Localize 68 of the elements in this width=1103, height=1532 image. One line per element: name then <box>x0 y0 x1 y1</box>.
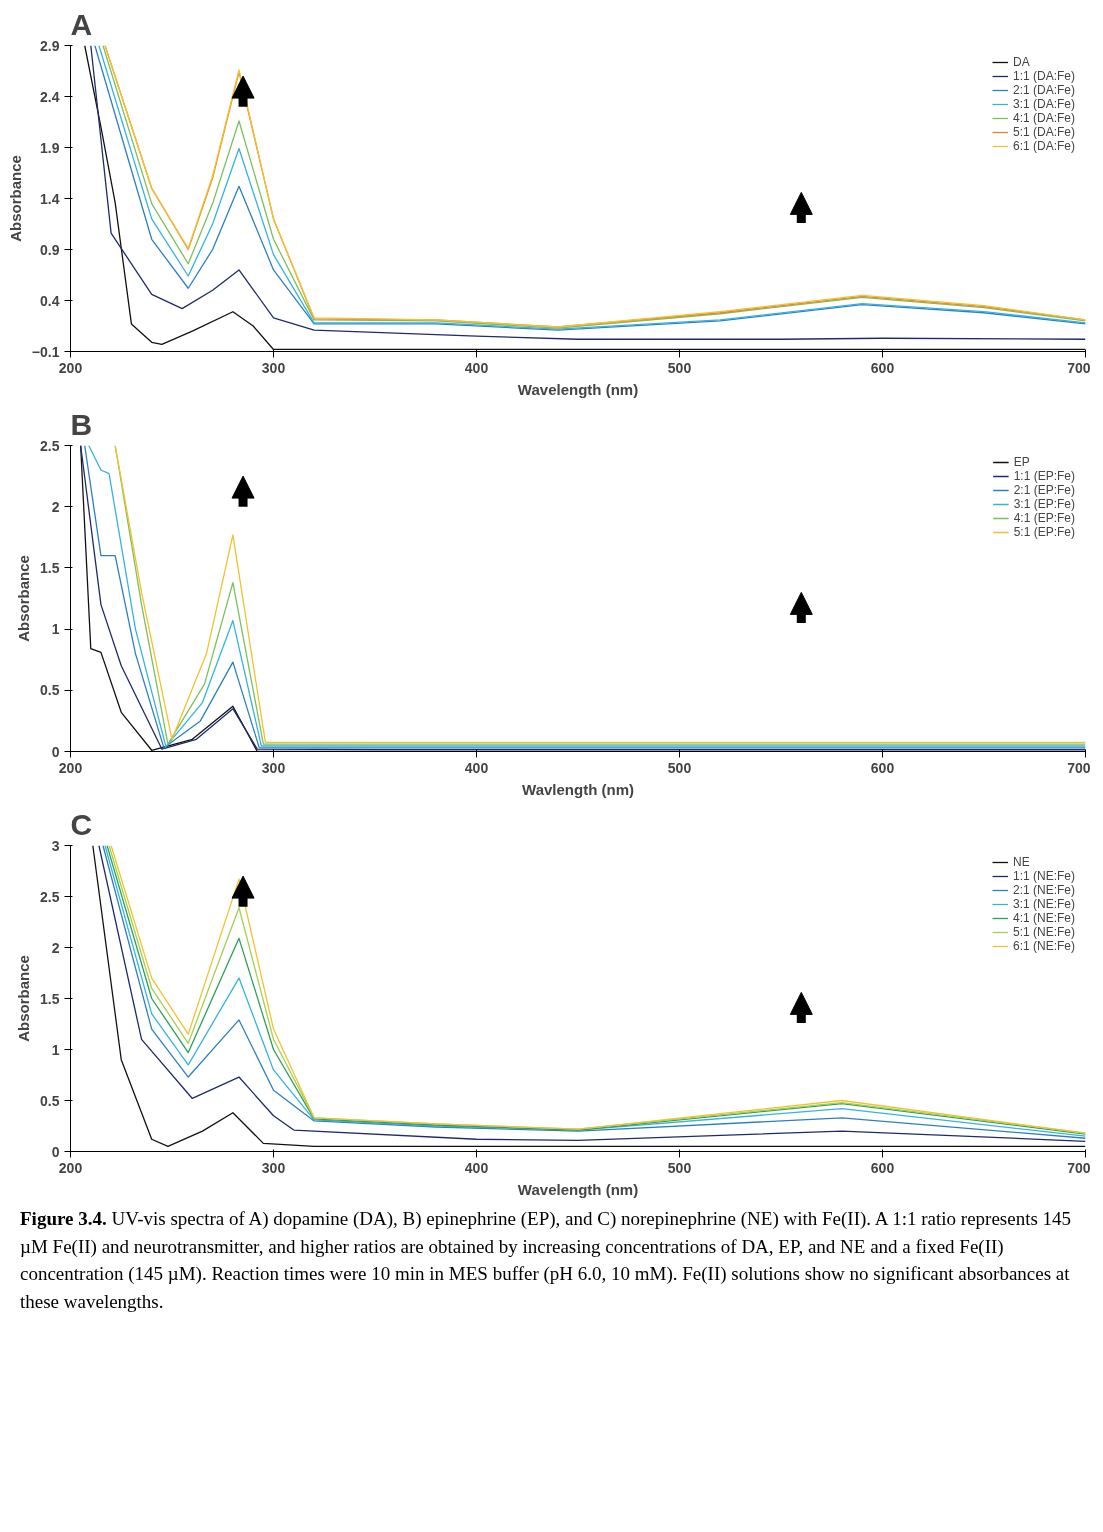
x-tick-label: 400 <box>464 359 489 376</box>
x-tick-label: 600 <box>870 759 895 776</box>
legend-label: 5:1 (DA:Fe) <box>1012 125 1075 139</box>
x-tick-label: 200 <box>58 1159 83 1176</box>
legend-label: 1:1 (NE:Fe) <box>1012 869 1075 883</box>
y-tick-label: 2.5 <box>40 888 60 905</box>
y-tick-label: 1.4 <box>40 190 60 207</box>
y-tick-label: 1.9 <box>40 139 60 156</box>
chart-title: B <box>70 407 93 441</box>
x-tick-label: 200 <box>58 759 83 776</box>
y-tick-label: 0.5 <box>40 682 60 699</box>
y-axis-title: Absorbance <box>15 555 33 642</box>
y-axis-title: Absorbance <box>15 955 33 1042</box>
y-tick-label: 2.9 <box>40 37 60 54</box>
y-tick-label: 0 <box>51 1143 60 1160</box>
y-tick-label: 2.4 <box>40 88 60 105</box>
y-tick-label: 1 <box>51 1041 60 1058</box>
x-tick-label: 700 <box>1067 1159 1091 1176</box>
legend-label: 2:1 (EP:Fe) <box>1013 483 1075 497</box>
x-tick-label: 700 <box>1067 759 1091 776</box>
x-tick-label: 300 <box>261 759 286 776</box>
y-tick-label: 1.5 <box>40 559 60 576</box>
legend-label: EP <box>1013 455 1031 469</box>
y-tick-label: 2 <box>51 939 60 956</box>
chart-title: A <box>70 7 93 41</box>
y-tick-label: 0.9 <box>40 241 60 258</box>
x-axis-title: Wavelength (nm) <box>517 380 639 398</box>
legend-label: 3:1 (NE:Fe) <box>1012 897 1075 911</box>
x-tick-label: 700 <box>1067 359 1091 376</box>
y-axis-title: Absorbance <box>6 155 24 242</box>
x-tick-label: 300 <box>261 1159 286 1176</box>
y-tick-label: 1.5 <box>40 990 60 1007</box>
x-tick-label: 500 <box>667 759 692 776</box>
legend-label: 3:1 (EP:Fe) <box>1013 497 1075 511</box>
x-tick-label: 600 <box>870 359 895 376</box>
y-tick-label: 1 <box>51 621 60 638</box>
legend-label: 5:1 (EP:Fe) <box>1013 525 1075 539</box>
y-tick-label: 3 <box>51 837 60 854</box>
y-tick-label: 2.5 <box>40 437 60 454</box>
chart-title: C <box>70 807 93 841</box>
legend-label: 3:1 (DA:Fe) <box>1012 97 1075 111</box>
y-tick-label: −0.1 <box>31 343 60 360</box>
x-axis-title: Wavelength (nm) <box>517 1180 639 1198</box>
x-tick-label: 200 <box>58 359 83 376</box>
legend-label: 6:1 (NE:Fe) <box>1012 939 1075 953</box>
legend-label: 2:1 (DA:Fe) <box>1012 83 1075 97</box>
legend-label: DA <box>1012 55 1031 69</box>
legend-label: 4:1 (DA:Fe) <box>1012 111 1075 125</box>
legend-label: 4:1 (EP:Fe) <box>1013 511 1075 525</box>
y-tick-label: 2 <box>51 498 60 515</box>
x-tick-label: 400 <box>464 759 489 776</box>
legend-label: 6:1 (DA:Fe) <box>1012 139 1075 153</box>
x-tick-label: 400 <box>464 1159 489 1176</box>
x-tick-label: 500 <box>667 1159 692 1176</box>
legend-label: 2:1 (NE:Fe) <box>1012 883 1075 897</box>
x-tick-label: 600 <box>870 1159 895 1176</box>
x-tick-label: 500 <box>667 359 692 376</box>
legend-label: NE <box>1012 855 1031 869</box>
legend-label: 1:1 (DA:Fe) <box>1012 69 1075 83</box>
y-tick-label: 0 <box>51 743 60 760</box>
y-tick-label: 0.5 <box>40 1092 60 1109</box>
x-tick-label: 300 <box>261 359 286 376</box>
y-tick-label: 0.4 <box>40 292 60 309</box>
legend-label: 5:1 (NE:Fe) <box>1012 925 1075 939</box>
legend-label: 4:1 (NE:Fe) <box>1012 911 1075 925</box>
x-axis-title: Wavlength (nm) <box>522 780 634 798</box>
caption: Figure 3.4. <box>20 1208 107 1229</box>
legend-label: 1:1 (EP:Fe) <box>1013 469 1075 483</box>
